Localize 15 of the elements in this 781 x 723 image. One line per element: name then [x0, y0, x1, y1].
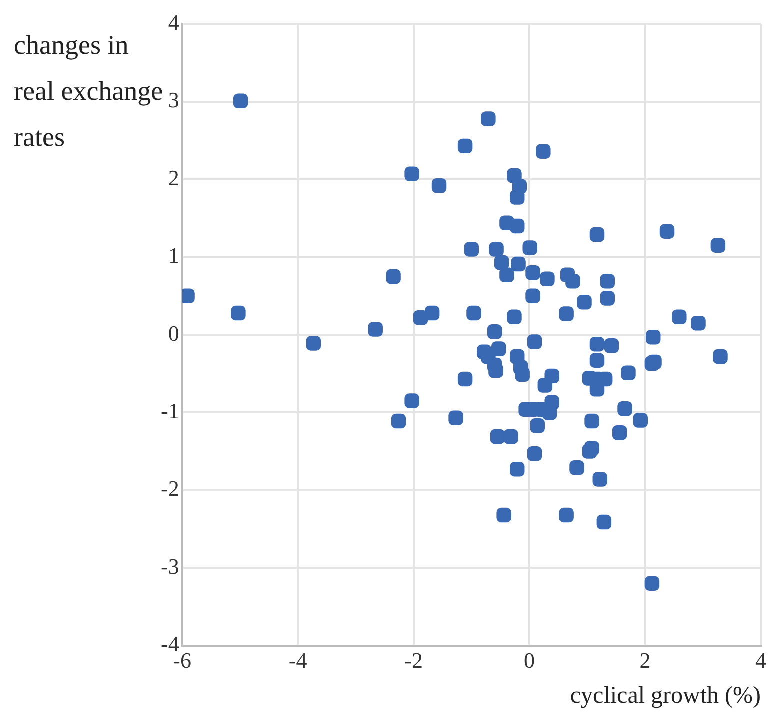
y-tick-label: -2	[161, 476, 180, 502]
x-axis-title: cyclical growth (%)	[570, 682, 761, 709]
y-tick-label: 0	[168, 320, 180, 346]
y-tick-label: -3	[161, 554, 180, 579]
x-tick-label: -2	[404, 648, 423, 673]
x-tick-label: 2	[640, 648, 651, 673]
x-tick-label: -4	[288, 648, 308, 673]
x-tick-label: 4	[756, 648, 766, 673]
y-tick-label: 2	[168, 165, 180, 190]
y-tick-label: 3	[168, 88, 180, 113]
y-axis-title: changes in real exchange rates	[14, 30, 164, 152]
y-tick-label: 4	[168, 10, 180, 35]
y-tick-label: 1	[168, 243, 180, 268]
x-tick-label: 0	[524, 648, 536, 673]
y-tick-label: -1	[161, 398, 180, 424]
